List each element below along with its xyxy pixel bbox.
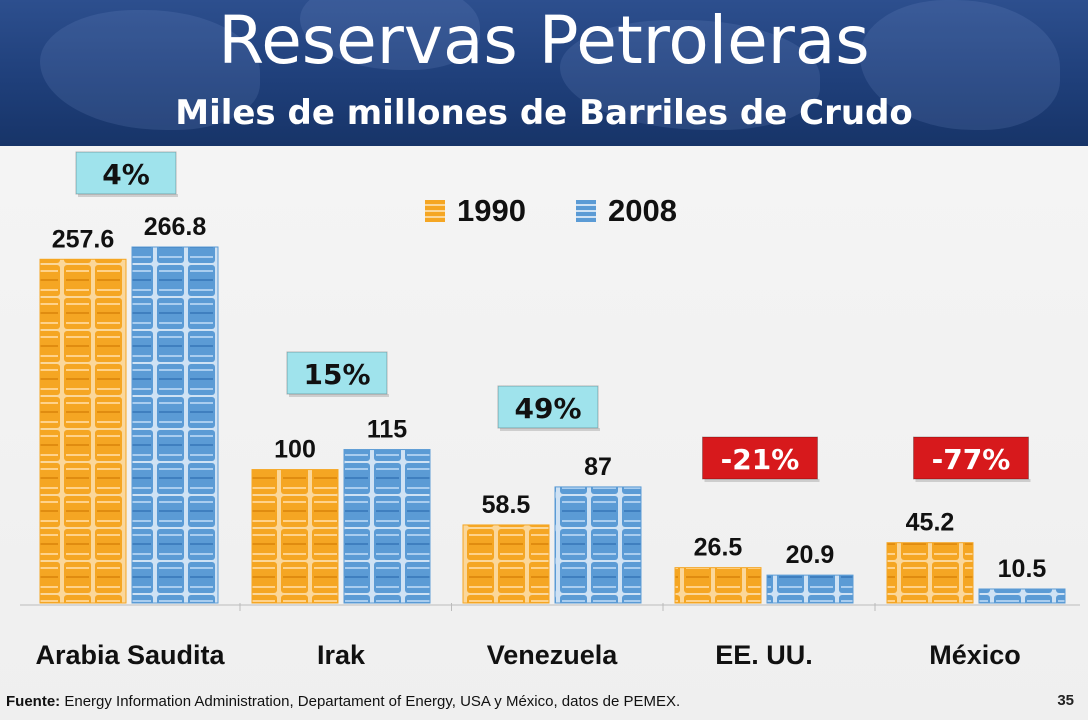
- source-text: Energy Information Administration, Depar…: [64, 693, 681, 710]
- chart-subtitle: Miles de millones de Barriles de Crudo: [175, 93, 913, 133]
- change-label-arabia-saudita: 4%: [102, 158, 150, 191]
- data-label-ee-uu-1990: 26.5: [694, 534, 743, 562]
- data-label-venezuela-2008: 87: [584, 453, 612, 481]
- change-label-irak: 15%: [303, 358, 370, 391]
- category-label-irak: Irak: [317, 640, 366, 670]
- category-label-venezuela: Venezuela: [487, 640, 619, 670]
- data-label-irak-1990: 100: [274, 436, 316, 464]
- change-label-venezuela: 49%: [514, 392, 581, 425]
- bar-irak-2008: [343, 449, 431, 604]
- change-badge-shadow: [78, 194, 178, 197]
- category-label-ee-uu: EE. UU.: [715, 640, 813, 670]
- legend-item-2008: 2008: [575, 193, 677, 229]
- header-banner: Reservas Petroleras Miles de millones de…: [0, 0, 1088, 146]
- data-label-arabia-saudita-2008: 266.8: [144, 213, 207, 241]
- data-label-m-xico-1990: 45.2: [906, 509, 955, 537]
- bar-venezuela-2008: [554, 486, 642, 604]
- legend-item-1990: 1990: [425, 193, 526, 229]
- source-label: Fuente:: [6, 693, 61, 710]
- change-label-m-xico: -77%: [932, 443, 1011, 476]
- legend-label-2008: 2008: [607, 193, 677, 228]
- change-badge-irak: [286, 351, 388, 395]
- bar-arabia-saudita-1990: [39, 258, 127, 604]
- change-badge-shadow: [915, 479, 1031, 482]
- legend-swatch-1990: [425, 200, 445, 222]
- legend-swatch-2008: [575, 200, 596, 222]
- change-badge-arabia-saudita: [75, 151, 177, 195]
- legend: 1990 2008: [425, 193, 727, 229]
- bar-ee-uu-1990: [674, 567, 762, 604]
- change-badge-ee-uu: [702, 436, 818, 480]
- data-label-arabia-saudita-1990: 257.6: [52, 225, 115, 253]
- bar-m-xico-1990: [886, 542, 974, 604]
- bar-venezuela-1990: [462, 524, 550, 604]
- change-badge-shadow: [704, 479, 820, 482]
- bar-irak-1990: [251, 469, 339, 604]
- change-badge-shadow: [289, 394, 389, 397]
- change-badge-m-xico: [913, 436, 1029, 480]
- change-badge-shadow: [500, 428, 600, 431]
- category-label-m-xico: México: [929, 640, 1021, 670]
- bar-ee-uu-2008: [766, 574, 854, 604]
- source-note: Fuente: Energy Information Administratio…: [6, 693, 680, 710]
- legend-label-1990: 1990: [457, 193, 526, 228]
- chart-title: Reservas Petroleras: [218, 2, 870, 79]
- category-label-arabia-saudita: Arabia Saudita: [35, 640, 225, 670]
- bar-m-xico-2008: [978, 588, 1066, 604]
- data-label-m-xico-2008: 10.5: [998, 555, 1047, 583]
- data-label-venezuela-1990: 58.5: [482, 491, 531, 519]
- data-label-ee-uu-2008: 20.9: [786, 541, 835, 569]
- change-label-ee-uu: -21%: [721, 443, 800, 476]
- page-number: 35: [1057, 692, 1074, 709]
- change-badge-venezuela: [497, 385, 599, 429]
- bar-arabia-saudita-2008: [131, 246, 219, 604]
- data-label-irak-2008: 115: [367, 416, 407, 444]
